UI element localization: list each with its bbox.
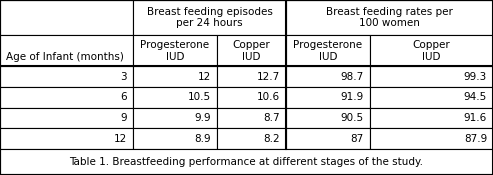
Text: 8.2: 8.2	[263, 134, 280, 144]
Text: 3: 3	[121, 72, 127, 82]
Text: 12: 12	[198, 72, 211, 82]
Text: 98.7: 98.7	[341, 72, 364, 82]
Bar	[0, 149, 493, 175]
Bar	[0, 66, 133, 87]
Text: Progesterone
IUD: Progesterone IUD	[293, 40, 362, 61]
Text: 12.7: 12.7	[257, 72, 280, 82]
Text: Breast feeding rates per
100 women: Breast feeding rates per 100 women	[326, 7, 453, 28]
Bar	[133, 87, 217, 108]
Text: Age of Infant (months): Age of Infant (months)	[6, 52, 124, 62]
Bar	[370, 128, 493, 149]
Bar	[286, 87, 370, 108]
Bar	[0, 0, 133, 35]
Bar	[133, 66, 217, 87]
Bar	[286, 0, 493, 35]
Text: Breast feeding episodes
per 24 hours: Breast feeding episodes per 24 hours	[146, 7, 273, 28]
Bar	[0, 87, 133, 108]
Bar	[133, 0, 286, 35]
Bar	[370, 108, 493, 128]
Text: Copper
IUD: Copper IUD	[413, 40, 450, 61]
Bar	[0, 108, 133, 128]
Bar	[217, 87, 286, 108]
Bar	[286, 35, 370, 66]
Text: 12: 12	[114, 134, 127, 144]
Text: 87: 87	[351, 134, 364, 144]
Text: 99.3: 99.3	[464, 72, 487, 82]
Text: 9: 9	[121, 113, 127, 123]
Text: 8.7: 8.7	[263, 113, 280, 123]
Text: 10.5: 10.5	[188, 92, 211, 102]
Bar	[217, 108, 286, 128]
Text: 94.5: 94.5	[464, 92, 487, 102]
Text: 10.6: 10.6	[257, 92, 280, 102]
Bar	[286, 108, 370, 128]
Bar	[370, 35, 493, 66]
Text: Copper
IUD: Copper IUD	[233, 40, 270, 61]
Bar	[133, 128, 217, 149]
Text: 6: 6	[121, 92, 127, 102]
Bar	[217, 128, 286, 149]
Text: Progesterone
IUD: Progesterone IUD	[141, 40, 210, 61]
Bar	[0, 35, 133, 66]
Bar	[370, 66, 493, 87]
Text: 91.6: 91.6	[464, 113, 487, 123]
Bar	[217, 66, 286, 87]
Text: 91.9: 91.9	[341, 92, 364, 102]
Bar	[0, 128, 133, 149]
Text: 8.9: 8.9	[194, 134, 211, 144]
Text: Table 1. Breastfeeding performance at different stages of the study.: Table 1. Breastfeeding performance at di…	[70, 157, 423, 167]
Text: 90.5: 90.5	[341, 113, 364, 123]
Bar	[370, 87, 493, 108]
Bar	[286, 66, 370, 87]
Text: 87.9: 87.9	[464, 134, 487, 144]
Bar	[217, 35, 286, 66]
Bar	[133, 108, 217, 128]
Bar	[133, 35, 217, 66]
Bar	[286, 128, 370, 149]
Text: 9.9: 9.9	[194, 113, 211, 123]
